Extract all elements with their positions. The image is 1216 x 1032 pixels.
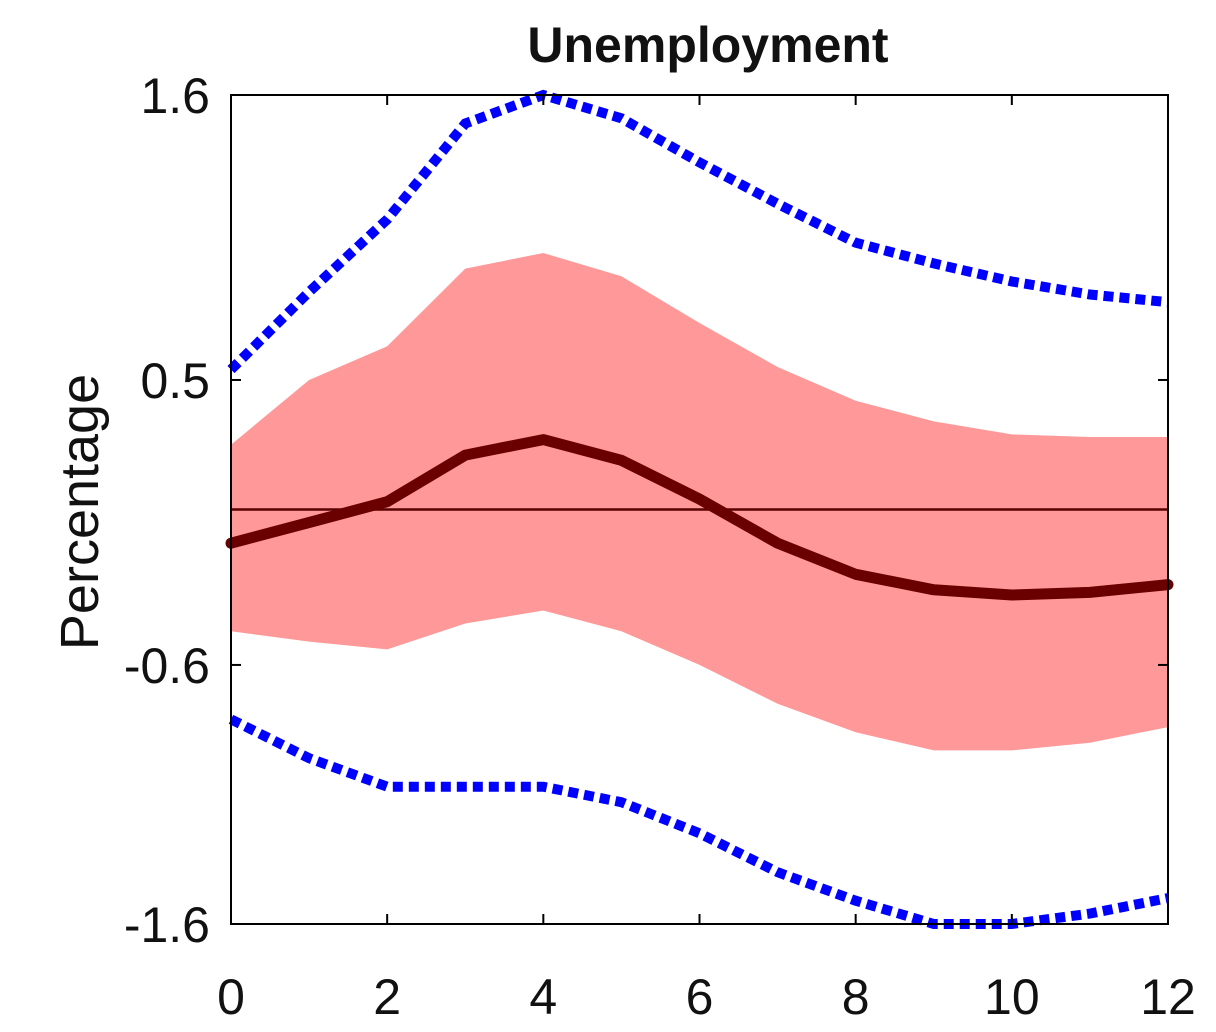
- y-tick-label: -0.6: [124, 638, 210, 694]
- y-tick-label: 1.6: [140, 68, 210, 124]
- x-tick-label: 8: [842, 969, 870, 1025]
- lower-bound-line: [228, 714, 1169, 929]
- x-tick-label: 12: [1140, 969, 1196, 1025]
- x-tick-label: 0: [217, 969, 245, 1025]
- median-response-line: [225, 434, 1174, 601]
- x-tick-label: 6: [686, 969, 714, 1025]
- upper-bound-line: [227, 89, 1169, 374]
- chart-title: Unemployment: [527, 17, 889, 73]
- y-tick-label: 0.5: [140, 353, 210, 409]
- x-tick-label: 4: [529, 969, 557, 1025]
- x-tick-label: 2: [373, 969, 401, 1025]
- y-tick-label: -1.6: [124, 897, 210, 953]
- y-axis-label: Percentage: [50, 374, 110, 650]
- plot-area: 0 2 4 6 8 10 12 1.6 0.5 -0.6 -1.6: [124, 68, 1196, 1025]
- x-tick-label: 10: [984, 969, 1040, 1025]
